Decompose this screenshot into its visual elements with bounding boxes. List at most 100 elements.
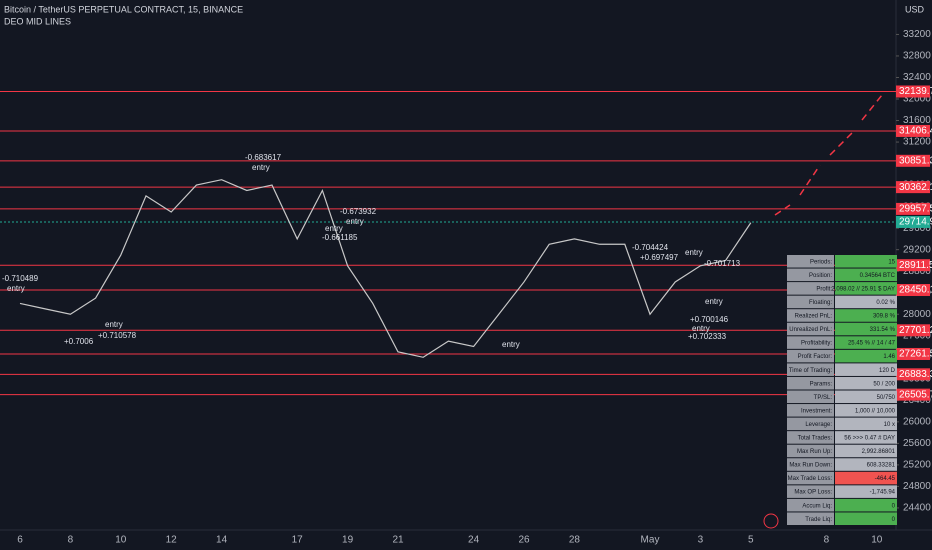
trade-annotation: -0.701713 <box>704 259 741 268</box>
trade-annotation: -0.661185 <box>322 233 358 242</box>
x-tick-label: 5 <box>748 535 754 546</box>
price-tag-label: 26505.7 <box>899 389 932 400</box>
x-tick-label: 21 <box>392 535 404 546</box>
price-tag <box>896 347 930 360</box>
table-label-cell <box>787 349 834 363</box>
y-tick-label: 28000 <box>903 309 931 320</box>
trade-annotation: entry <box>7 284 25 293</box>
y-tick-label: 26000 <box>903 416 931 427</box>
trade-annotation: +0.7006 <box>64 337 94 346</box>
x-tick-label: 17 <box>292 535 304 546</box>
table-value: 2,992.86801 <box>862 449 896 455</box>
table-value-cell <box>835 282 897 295</box>
table-label-cell <box>787 295 834 309</box>
y-tick-label: 25200 <box>903 460 931 471</box>
table-value-cell <box>835 458 897 471</box>
table-value: 25.45 % // 14 / 47 <box>848 341 896 347</box>
trade-annotation: entry <box>502 340 520 349</box>
trade-annotation: entry <box>705 297 723 306</box>
table-value-cell <box>835 336 897 349</box>
price-tag-label: 27701.2 <box>899 325 932 336</box>
table-label: Profit Factor: <box>798 354 833 360</box>
table-value: 0 <box>892 503 896 509</box>
table-label-cell <box>787 417 834 431</box>
table-label: Profitability: <box>801 341 832 347</box>
table-value-cell <box>835 322 897 336</box>
trade-annotation: entry <box>105 320 123 329</box>
table-label-cell <box>787 444 834 458</box>
last-price-label: 29714.9 <box>899 217 932 228</box>
table-value: 331.54 % <box>870 327 896 333</box>
trade-annotation: -0.710489 <box>2 274 39 283</box>
table-value-cell <box>835 309 897 322</box>
table-value: 50 / 200 <box>873 381 895 387</box>
x-tick-label: 6 <box>17 535 23 546</box>
trade-annotation: +0.700146 <box>690 315 729 324</box>
price-tag-label: 30851.3 <box>899 155 932 166</box>
table-label-cell <box>787 282 834 295</box>
price-tag <box>896 368 930 381</box>
table-value: 0.02 % <box>876 300 895 306</box>
table-label-cell <box>787 322 834 336</box>
table-label-cell <box>787 390 834 404</box>
table-label: Max Run Down: <box>789 463 832 469</box>
table-label: Max OP Loss: <box>794 490 832 496</box>
table-label: TP/SL: <box>814 395 833 401</box>
table-value: 50/750 <box>877 395 896 401</box>
table-label-cell <box>787 268 834 282</box>
price-tag-label: 31406.4 <box>899 126 932 137</box>
table-value-cell <box>835 349 897 363</box>
projection-arrows <box>774 94 883 216</box>
price-tag-label: 32139.7 <box>899 86 932 97</box>
table-label-cell <box>787 309 834 322</box>
y-tick-label: 29200 <box>903 244 931 255</box>
price-tag-label: 28450.1 <box>899 285 932 296</box>
table-label: Floating: <box>809 300 832 306</box>
y-tick-label: 32800 <box>903 51 931 62</box>
table-label: Time of Trading: <box>789 368 832 374</box>
trade-annotation: +0.710578 <box>98 331 137 340</box>
x-tick-label: 3 <box>698 535 704 546</box>
price-tag <box>896 259 930 272</box>
indicator: DEO MID LINES <box>4 16 71 26</box>
table-label: Leverage: <box>805 422 832 428</box>
table-value-cell <box>835 485 897 498</box>
trade-annotation: entry <box>325 224 343 233</box>
y-tick-label: 28800 <box>903 266 931 277</box>
symbol: Bitcoin / TetherUS PERPETUAL CONTRACT, 1… <box>4 4 243 14</box>
table-label-cell <box>787 255 834 268</box>
y-tick-label: 29600 <box>903 223 931 234</box>
table-value-cell <box>835 471 897 485</box>
table-value: 2,098.02 // 25.91 $ DAY <box>831 286 895 292</box>
table-value: 0 <box>892 517 896 523</box>
table-value-cell <box>835 498 897 512</box>
x-tick-label: 19 <box>342 535 354 546</box>
table-value: 1,000 // 10,000 <box>855 408 896 414</box>
table-label: Accum Liq: <box>802 503 832 509</box>
table-label: Max Run Up: <box>797 449 832 455</box>
table-label: Trade Liq: <box>805 517 832 523</box>
table-label: Params: <box>810 381 833 387</box>
price-tag <box>896 324 930 337</box>
x-tick-label: 10 <box>871 535 883 546</box>
table-value: 1.46 <box>883 354 895 360</box>
y-tick-label: 31200 <box>903 137 931 148</box>
table-label: Realized PnL: <box>795 314 833 320</box>
price-tag <box>896 181 930 194</box>
trade-annotation: entry <box>685 248 703 257</box>
trade-annotation: -0.704424 <box>632 243 669 252</box>
table-label: Periods: <box>810 259 832 265</box>
y-tick-label: 25600 <box>903 438 931 449</box>
x-tick-label: 12 <box>166 535 178 546</box>
table-label-cell <box>787 512 834 525</box>
x-tick-label: May <box>641 535 660 546</box>
price-tag-label: 29957.5 <box>899 204 932 215</box>
table-label: Profit: <box>816 286 832 292</box>
table-value: 0.34564 BTC <box>860 273 896 279</box>
table-value: 10 x <box>884 422 895 428</box>
y-tick-label: 24400 <box>903 503 931 514</box>
table-value: 120 D <box>879 368 896 374</box>
table-value: 56 >>> 0.47 # DAY <box>844 436 895 442</box>
table-value: 15 <box>888 259 895 265</box>
